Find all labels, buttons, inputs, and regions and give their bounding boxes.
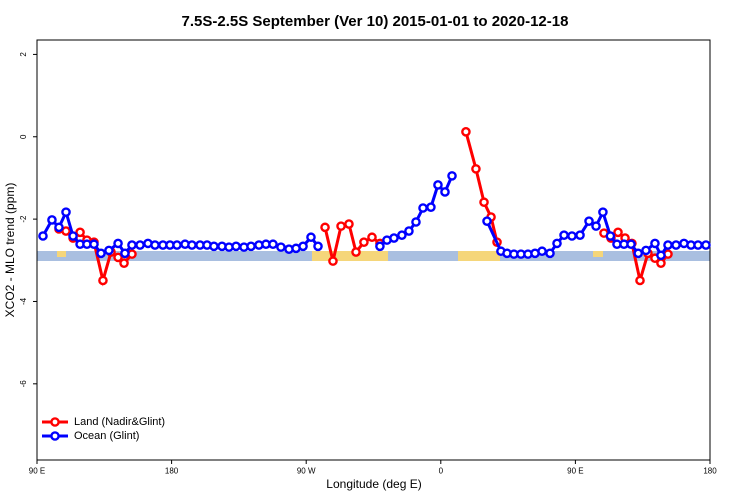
land-patch	[57, 251, 66, 257]
x-tick-label: 180	[165, 467, 179, 476]
data-point	[367, 232, 377, 243]
legend-label: Land (Nadir&Glint)	[74, 416, 165, 428]
data-point	[693, 240, 703, 250]
data-point	[447, 171, 457, 181]
data-point	[426, 202, 436, 212]
data-point	[89, 239, 99, 250]
x-tick-label: 90 W	[297, 467, 316, 476]
data-point	[61, 207, 71, 217]
data-point	[231, 241, 241, 252]
data-point	[567, 231, 577, 241]
x-tick-label: 90 E	[567, 467, 583, 476]
data-point	[633, 248, 644, 259]
data-point	[471, 164, 481, 174]
data-point	[591, 221, 601, 231]
chart-title: 7.5S-2.5S September (Ver 10) 2015-01-01 …	[182, 13, 569, 30]
x-tick-label: 0	[439, 467, 444, 476]
data-point	[351, 247, 361, 257]
data-point	[313, 241, 323, 252]
legend-marker	[50, 417, 60, 427]
y-axis-label: XCO2 - MLO trend (ppm)	[3, 183, 17, 318]
data-point	[268, 239, 278, 250]
data-point	[47, 215, 57, 225]
y-tick-label: 0	[19, 134, 28, 139]
data-point	[656, 258, 666, 268]
data-point	[61, 226, 71, 236]
data-point	[404, 226, 414, 236]
data-point	[119, 258, 129, 268]
data-point	[113, 252, 123, 263]
data-point	[482, 216, 492, 226]
data-point	[671, 240, 681, 250]
data-point	[598, 207, 608, 217]
data-point	[127, 240, 137, 250]
data-point	[552, 238, 562, 249]
y-tick-label: 2	[19, 52, 28, 57]
data-point	[433, 180, 443, 190]
data-point	[559, 230, 569, 240]
y-tick-label: -6	[19, 380, 28, 388]
data-point	[656, 250, 666, 261]
data-point	[320, 222, 330, 233]
data-point	[306, 232, 316, 243]
data-point	[418, 203, 428, 213]
data-point	[461, 127, 471, 137]
data-point	[479, 197, 489, 208]
data-point	[613, 227, 623, 238]
data-point	[276, 242, 286, 252]
x-axis-label: Longitude (deg E)	[326, 477, 421, 491]
data-point	[172, 240, 182, 250]
data-point	[54, 222, 64, 233]
data-point	[209, 241, 219, 252]
surface-strip	[37, 251, 710, 261]
data-point	[298, 241, 308, 252]
data-point	[575, 230, 585, 240]
data-point	[626, 239, 636, 250]
land-patch	[593, 251, 603, 257]
data-point	[537, 246, 547, 257]
land-patch	[458, 251, 500, 261]
y-tick-label: -4	[19, 297, 28, 305]
data-point	[605, 231, 616, 241]
data-point	[397, 230, 407, 240]
data-point	[98, 275, 108, 286]
data-point	[344, 219, 354, 229]
data-point	[440, 187, 450, 197]
plot-frame	[36, 39, 711, 461]
data-point	[96, 248, 106, 259]
data-point	[650, 238, 660, 249]
data-point	[113, 238, 123, 249]
data-point	[663, 240, 673, 250]
data-point	[75, 227, 85, 238]
data-point	[104, 245, 114, 256]
x-tick-label: 180	[703, 467, 717, 476]
data-point	[359, 237, 369, 247]
data-point	[545, 248, 555, 259]
data-point	[150, 240, 160, 250]
data-point	[336, 221, 346, 231]
data-point	[246, 241, 256, 252]
legend-label: Ocean (Glint)	[74, 430, 139, 442]
data-point	[68, 231, 78, 241]
data-point	[701, 240, 711, 250]
data-point	[411, 217, 421, 227]
y-tick-label: -2	[19, 215, 28, 223]
legend-marker	[50, 431, 60, 441]
data-point	[187, 240, 197, 250]
data-point	[120, 248, 130, 259]
data-point	[38, 231, 48, 241]
x-tick-label: 90 E	[29, 467, 45, 476]
data-point	[328, 256, 338, 266]
land-patch	[312, 251, 388, 261]
data-point	[584, 216, 594, 226]
data-point	[375, 241, 385, 252]
series	[38, 171, 711, 261]
data-point	[641, 245, 651, 256]
data-point	[635, 275, 645, 286]
data-point	[135, 240, 145, 250]
data-point	[389, 233, 399, 243]
